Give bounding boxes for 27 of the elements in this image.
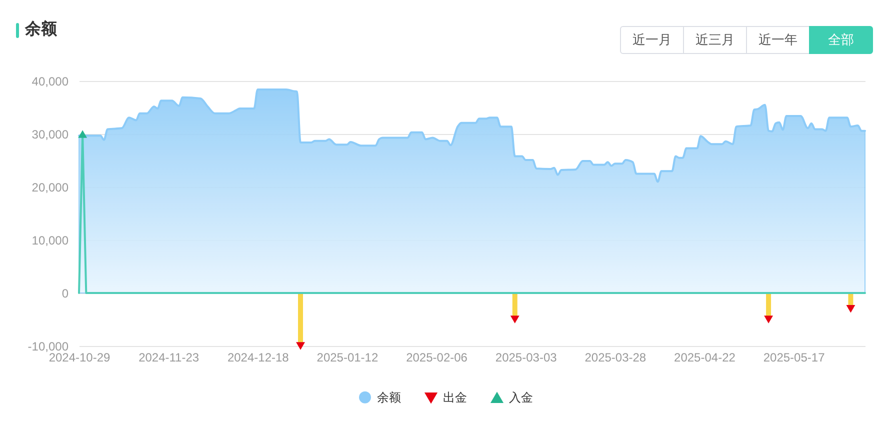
- y-tick-label: -10,000: [28, 340, 69, 354]
- point: [764, 316, 774, 324]
- y-tick-label: 30,000: [32, 128, 69, 142]
- x-tick-label: 2024-10-29: [48, 350, 111, 364]
- y-tick-label: 10,000: [32, 234, 69, 248]
- x-tick-label: 2025-03-28: [584, 350, 646, 364]
- legend-label: 余额: [377, 390, 401, 404]
- point: [78, 130, 88, 138]
- x-tick-label: 2025-02-06: [406, 350, 468, 364]
- x-tick-label: 2025-05-17: [763, 350, 826, 364]
- y-tick-label: 40,000: [32, 74, 69, 88]
- x-tick-label: 2024-12-18: [227, 350, 290, 364]
- y-tick-label: 20,000: [32, 180, 69, 194]
- x-tick-label: 2025-01-12: [316, 350, 378, 364]
- legend-label: 入金: [509, 390, 533, 405]
- x-tick-label: 2024-11-23: [138, 350, 200, 364]
- x-tick-label: 2025-04-22: [674, 350, 736, 364]
- period-button[interactable]: 近一年: [746, 26, 810, 54]
- chart-title: 余额: [25, 20, 57, 40]
- x-tick-label: 2025-03-03: [495, 350, 558, 364]
- y-tick-label: 0: [62, 286, 69, 300]
- point: [846, 305, 856, 313]
- point: [296, 342, 305, 350]
- legend-label: 出金: [443, 390, 467, 405]
- period-button[interactable]: 近三月: [683, 26, 747, 54]
- point: [510, 316, 520, 324]
- period-button[interactable]: 近一月: [620, 26, 684, 54]
